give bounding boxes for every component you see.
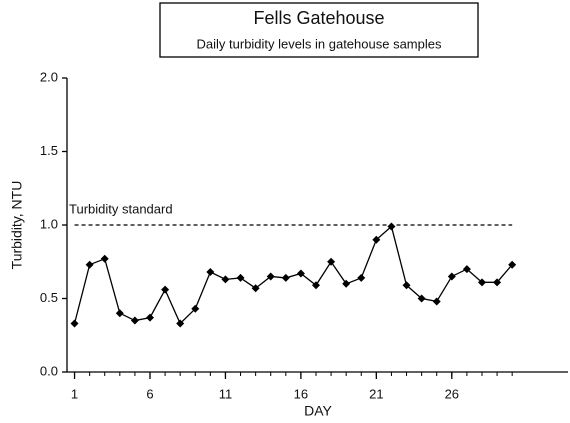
data-point <box>387 222 396 231</box>
y-axis-label: Turbidity, NTU <box>9 181 25 270</box>
x-tick-label: 1 <box>71 386 78 401</box>
data-point <box>357 273 366 282</box>
data-point <box>145 313 154 322</box>
data-point <box>221 275 230 284</box>
data-point <box>176 319 185 328</box>
data-point <box>327 257 336 266</box>
chart-title: Fells Gatehouse <box>253 8 384 28</box>
series-line <box>73 225 513 325</box>
data-point <box>432 297 441 306</box>
y-tick-label: 2.0 <box>40 69 58 84</box>
data-point <box>161 285 170 294</box>
y-tick-label: 1.5 <box>40 143 58 158</box>
x-tick-label: 26 <box>445 386 459 401</box>
data-point <box>402 281 411 290</box>
data-point <box>206 268 215 277</box>
data-point <box>447 272 456 281</box>
data-point <box>281 273 290 282</box>
data-point <box>417 294 426 303</box>
y-tick-label: 1.0 <box>40 216 58 231</box>
data-point <box>100 254 109 263</box>
data-point <box>85 260 94 269</box>
data-point <box>493 278 502 287</box>
x-axis-label: DAY <box>304 403 332 419</box>
x-tick-label: 6 <box>146 386 153 401</box>
data-point <box>70 319 79 328</box>
title-box <box>159 2 479 58</box>
data-point <box>115 309 124 318</box>
x-tick-label: 16 <box>294 386 308 401</box>
x-tick-label: 21 <box>369 386 383 401</box>
y-tick-label: 0.5 <box>40 290 58 305</box>
data-point <box>508 260 517 269</box>
data-point <box>191 304 200 313</box>
data-point <box>372 235 381 244</box>
data-point <box>236 273 245 282</box>
x-tick-label: 11 <box>219 386 233 401</box>
data-point <box>477 278 486 287</box>
data-point <box>462 265 471 274</box>
chart-subtitle: Daily turbidity levels in gatehouse samp… <box>197 36 442 51</box>
data-point <box>342 279 351 288</box>
data-point <box>266 272 275 281</box>
reference-label: Turbidity standard <box>69 201 173 216</box>
data-point <box>311 281 320 290</box>
data-point <box>296 269 305 278</box>
data-point <box>251 284 260 293</box>
data-point <box>130 316 139 325</box>
y-tick-label: 0.0 <box>40 363 58 378</box>
